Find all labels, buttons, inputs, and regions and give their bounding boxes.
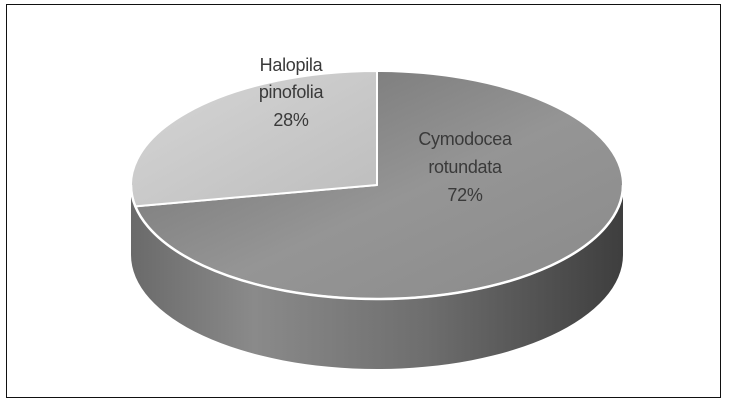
slice-1-label-line-0: Halopila [260, 55, 324, 75]
pie-chart: Cymodocea rotundata 72% Halopila pinofolia 28… [129, 55, 625, 369]
slice-0-percent-label: 72% [447, 185, 482, 205]
pie-top-rim [129, 184, 625, 301]
slice-1-label-line-1: pinofolia [259, 82, 325, 102]
slice-1-percent-label: 28% [273, 110, 308, 130]
pie-side-wall [131, 185, 623, 369]
slice-0-label-line-1: rotundata [428, 157, 503, 177]
pie-slice-1 [130, 70, 378, 208]
slice-0-label-line-0: Cymodocea [418, 129, 513, 149]
chart-frame: Cymodocea rotundata 72% Halopila pinofolia 28… [6, 4, 721, 398]
